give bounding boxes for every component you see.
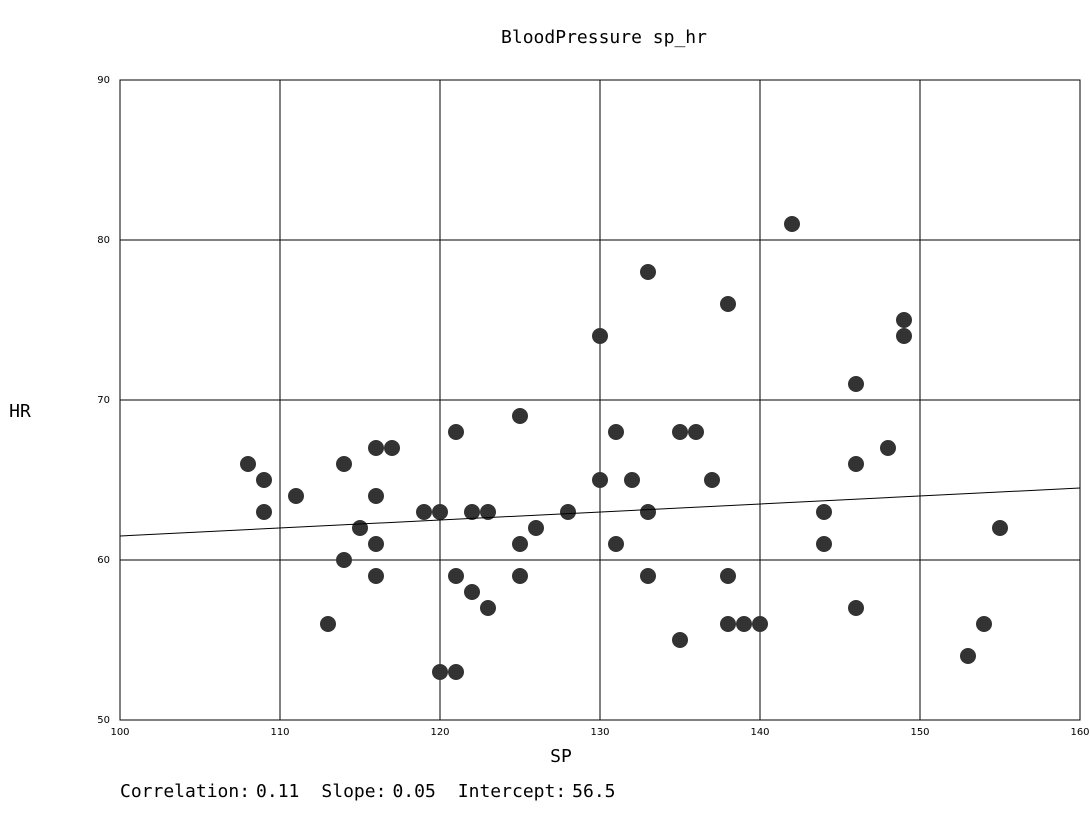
point [672, 424, 688, 440]
point [528, 520, 544, 536]
point [448, 424, 464, 440]
stat-label: Intercept: [458, 781, 566, 802]
point [976, 616, 992, 632]
point [256, 504, 272, 520]
stat-value: 0.11 [256, 781, 299, 802]
y-tick-label: 50 [97, 715, 110, 726]
point [848, 376, 864, 392]
point [848, 600, 864, 616]
regression-line [119, 487, 1081, 537]
point [256, 472, 272, 488]
point [432, 664, 448, 680]
point [848, 456, 864, 472]
y-axis-label: HR [9, 401, 31, 422]
point [816, 504, 832, 520]
x-tick-label: 160 [1070, 727, 1089, 738]
point [736, 616, 752, 632]
x-tick-label: 150 [910, 727, 929, 738]
point [464, 584, 480, 600]
y-tick-label: 70 [97, 395, 110, 406]
point [320, 616, 336, 632]
point [480, 504, 496, 520]
point [416, 504, 432, 520]
point [432, 504, 448, 520]
point [512, 568, 528, 584]
point [368, 536, 384, 552]
stat-value: 56.5 [572, 781, 615, 802]
point [784, 216, 800, 232]
point [720, 616, 736, 632]
chart-title: BloodPressure sp_hr [501, 27, 707, 48]
point [608, 536, 624, 552]
point [640, 264, 656, 280]
point [368, 568, 384, 584]
point [640, 504, 656, 520]
x-tick-label: 110 [270, 727, 289, 738]
y-tick-label: 80 [97, 235, 110, 246]
point [960, 648, 976, 664]
point [672, 632, 688, 648]
point [560, 504, 576, 520]
point [624, 472, 640, 488]
x-tick-label: 100 [110, 727, 129, 738]
stat-value: 0.05 [392, 781, 435, 802]
x-tick-label: 120 [430, 727, 449, 738]
point [688, 424, 704, 440]
point [592, 328, 608, 344]
stat-label: Correlation: [120, 781, 250, 802]
point [896, 328, 912, 344]
point [816, 536, 832, 552]
point [240, 456, 256, 472]
point [704, 472, 720, 488]
point [720, 568, 736, 584]
point [752, 616, 768, 632]
point [512, 408, 528, 424]
x-axis-label: SP [550, 746, 572, 767]
point [336, 552, 352, 568]
point [608, 424, 624, 440]
point [368, 488, 384, 504]
point [992, 520, 1008, 536]
point [352, 520, 368, 536]
y-tick-label: 90 [97, 75, 110, 86]
y-tick-label: 60 [97, 555, 110, 566]
x-tick-label: 130 [590, 727, 609, 738]
point [464, 504, 480, 520]
point [448, 568, 464, 584]
point [512, 536, 528, 552]
point [880, 440, 896, 456]
point [336, 456, 352, 472]
point [592, 472, 608, 488]
point [368, 440, 384, 456]
point [448, 664, 464, 680]
x-tick-label: 140 [750, 727, 769, 738]
point [480, 600, 496, 616]
point [896, 312, 912, 328]
point [288, 488, 304, 504]
point [384, 440, 400, 456]
point [640, 568, 656, 584]
stat-label: Slope: [321, 781, 386, 802]
point [720, 296, 736, 312]
